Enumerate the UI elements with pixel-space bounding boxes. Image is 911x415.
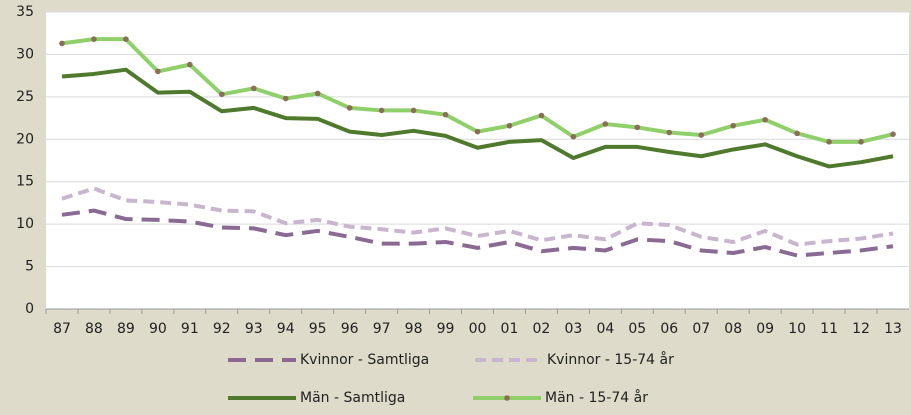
x-tick-label: 95: [309, 321, 327, 337]
series-marker: [506, 122, 513, 129]
legend-label: Kvinnor - Samtliga: [300, 352, 429, 368]
y-tick-label: 0: [25, 301, 34, 317]
series-line: [61, 208, 894, 258]
x-tick-label: 01: [501, 321, 519, 337]
legend-label: Män - Samtliga: [300, 390, 405, 406]
legend-label: Män - 15-74 år: [545, 389, 648, 406]
y-tick-label: 15: [16, 174, 34, 190]
x-tick-label: 92: [213, 321, 231, 337]
series-marker: [698, 132, 705, 138]
series-marker: [762, 116, 768, 123]
x-tick-label: 94: [277, 321, 295, 337]
x-tick-label: 04: [596, 321, 614, 337]
legend-marker: [504, 395, 510, 401]
series-line: [61, 186, 894, 247]
legend-label: Kvinnor - 15-74 år: [547, 351, 674, 368]
series-marker: [794, 130, 800, 137]
series-marker: [602, 121, 609, 127]
y-tick-label: 30: [16, 46, 34, 62]
x-tick-label: 96: [341, 321, 359, 337]
y-tick-label: 35: [16, 4, 34, 20]
series-marker: [123, 36, 129, 42]
series-marker: [250, 85, 257, 92]
series-marker: [346, 105, 353, 111]
series-marker: [218, 91, 225, 98]
series-marker: [666, 129, 673, 136]
x-tick-label: 91: [181, 321, 199, 337]
plot-area: [46, 12, 909, 309]
series-marker: [410, 107, 417, 114]
series-marker: [474, 128, 481, 135]
series-marker: [314, 90, 321, 97]
x-tick-label: 03: [564, 321, 582, 337]
x-tick-label: 05: [628, 321, 646, 337]
series-marker: [378, 107, 385, 114]
series-marker: [59, 40, 65, 47]
x-tick-label: 11: [820, 321, 838, 337]
y-tick-label: 5: [25, 259, 34, 275]
x-tick-label: 07: [692, 321, 710, 337]
x-tick-label: 06: [660, 321, 678, 337]
series-marker: [282, 95, 289, 102]
x-tick-label: 09: [756, 321, 774, 337]
x-tick-label: 00: [469, 321, 487, 337]
series-marker: [442, 111, 449, 118]
x-tick-label: 99: [437, 321, 455, 337]
x-tick-label: 89: [117, 321, 135, 337]
x-tick-label: 93: [245, 321, 263, 337]
series-marker: [155, 68, 161, 75]
x-tick-label: 87: [53, 321, 71, 337]
y-tick-label: 10: [16, 216, 34, 232]
x-tick-label: 10: [788, 321, 806, 337]
series-marker: [634, 124, 641, 131]
series-marker: [91, 36, 97, 42]
x-tick-label: 97: [373, 321, 391, 337]
y-tick-label: 25: [16, 89, 34, 105]
series-marker: [730, 122, 737, 129]
series-marker: [858, 139, 864, 145]
x-tick-label: 13: [884, 321, 902, 337]
series-line: [61, 67, 894, 169]
series-marker: [890, 131, 896, 137]
x-tick-label: 08: [724, 321, 742, 337]
y-tick-label: 20: [16, 131, 34, 147]
x-tick-label: 90: [149, 321, 167, 337]
x-tick-label: 88: [85, 321, 103, 337]
series-marker: [187, 61, 193, 68]
series-marker: [570, 133, 577, 140]
x-tick-label: 12: [852, 321, 870, 337]
series-marker: [826, 139, 832, 145]
series-marker: [538, 112, 545, 119]
x-tick-label: 02: [533, 321, 551, 337]
x-tick-label: 98: [405, 321, 423, 337]
